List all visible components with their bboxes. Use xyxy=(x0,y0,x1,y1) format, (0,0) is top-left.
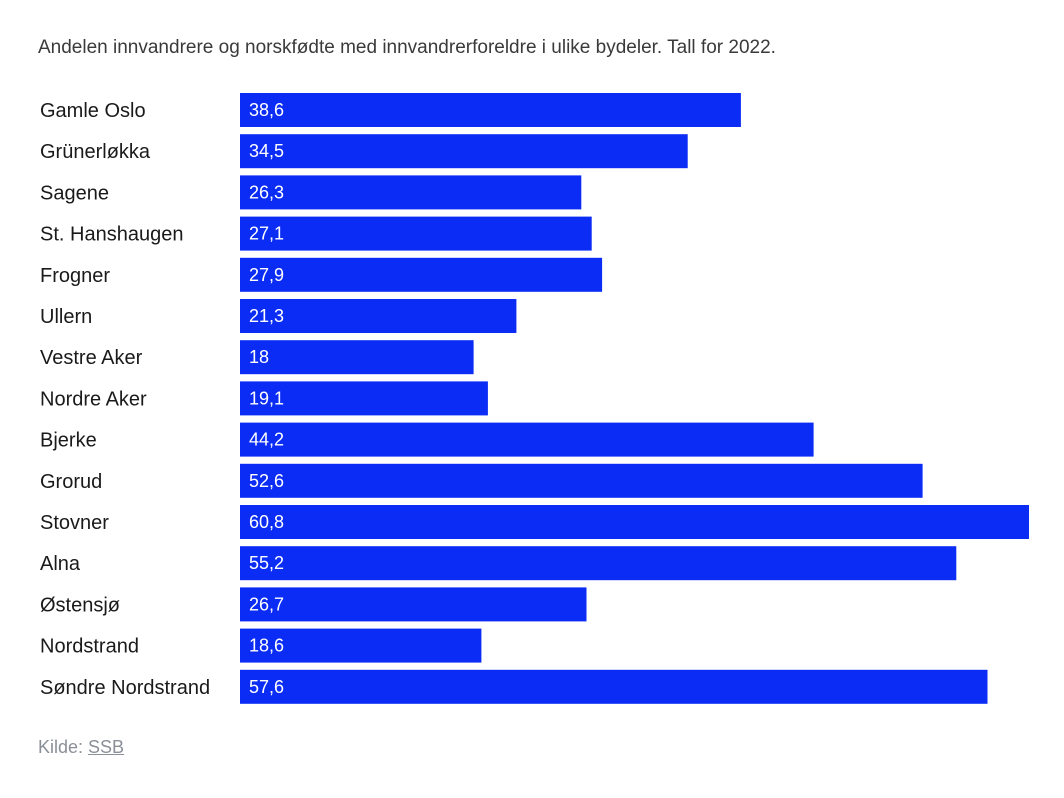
bar[interactable] xyxy=(240,257,603,292)
category-label: Bjerke xyxy=(40,430,97,452)
value-label: 27,1 xyxy=(249,224,284,244)
category-label: Sagene xyxy=(40,182,109,204)
bar[interactable] xyxy=(240,463,923,498)
value-label: 26,7 xyxy=(249,594,284,614)
bar[interactable] xyxy=(240,381,488,416)
bar[interactable] xyxy=(240,422,814,457)
bar[interactable] xyxy=(240,175,582,210)
value-label: 60,8 xyxy=(249,512,284,532)
category-label: Frogner xyxy=(40,265,110,287)
value-label: 57,6 xyxy=(249,677,284,697)
bar[interactable] xyxy=(240,628,482,663)
category-label: Vestre Aker xyxy=(40,347,143,369)
bar[interactable] xyxy=(240,505,1029,539)
value-label: 26,3 xyxy=(249,182,284,202)
source-prefix: Kilde: xyxy=(38,737,89,757)
bar[interactable] xyxy=(240,546,957,581)
value-label: 44,2 xyxy=(249,430,284,450)
value-label: 38,6 xyxy=(249,100,284,120)
category-label: Grünerløkka xyxy=(40,141,151,163)
bar[interactable] xyxy=(240,669,988,704)
bar[interactable] xyxy=(240,134,688,169)
category-label: Grorud xyxy=(40,471,102,493)
bar[interactable] xyxy=(240,340,474,375)
value-label: 27,9 xyxy=(249,265,284,285)
category-label: Nordre Aker xyxy=(40,388,147,410)
value-label: 18 xyxy=(249,347,269,367)
bar[interactable] xyxy=(240,587,587,622)
value-label: 19,1 xyxy=(249,388,284,408)
bar[interactable] xyxy=(240,299,517,333)
value-label: 55,2 xyxy=(249,553,284,573)
bar[interactable] xyxy=(240,216,592,251)
value-label: 21,3 xyxy=(249,306,284,326)
category-label: Stovner xyxy=(40,512,109,534)
source-link[interactable]: SSB xyxy=(88,737,125,757)
value-label: 34,5 xyxy=(249,141,284,161)
chart-subtitle: Andelen innvandrere og norskfødte med in… xyxy=(38,37,776,58)
value-label: 18,6 xyxy=(249,636,284,656)
category-label: Østensjø xyxy=(40,594,120,616)
source-line: Kilde: SSB xyxy=(38,737,124,758)
bars-layer: Gamle Oslo 38,6 Grünerløkka 34,5 Sagene 26,3 S… xyxy=(40,93,1029,704)
category-label: Nordstrand xyxy=(40,636,139,658)
category-label: Alna xyxy=(40,553,81,575)
category-label: Søndre Nordstrand xyxy=(40,677,210,699)
category-label: St. Hanshaugen xyxy=(40,224,183,246)
category-label: Gamle Oslo xyxy=(40,100,146,122)
bar[interactable] xyxy=(240,93,741,127)
value-label: 52,6 xyxy=(249,471,284,491)
category-label: Ullern xyxy=(40,306,92,328)
